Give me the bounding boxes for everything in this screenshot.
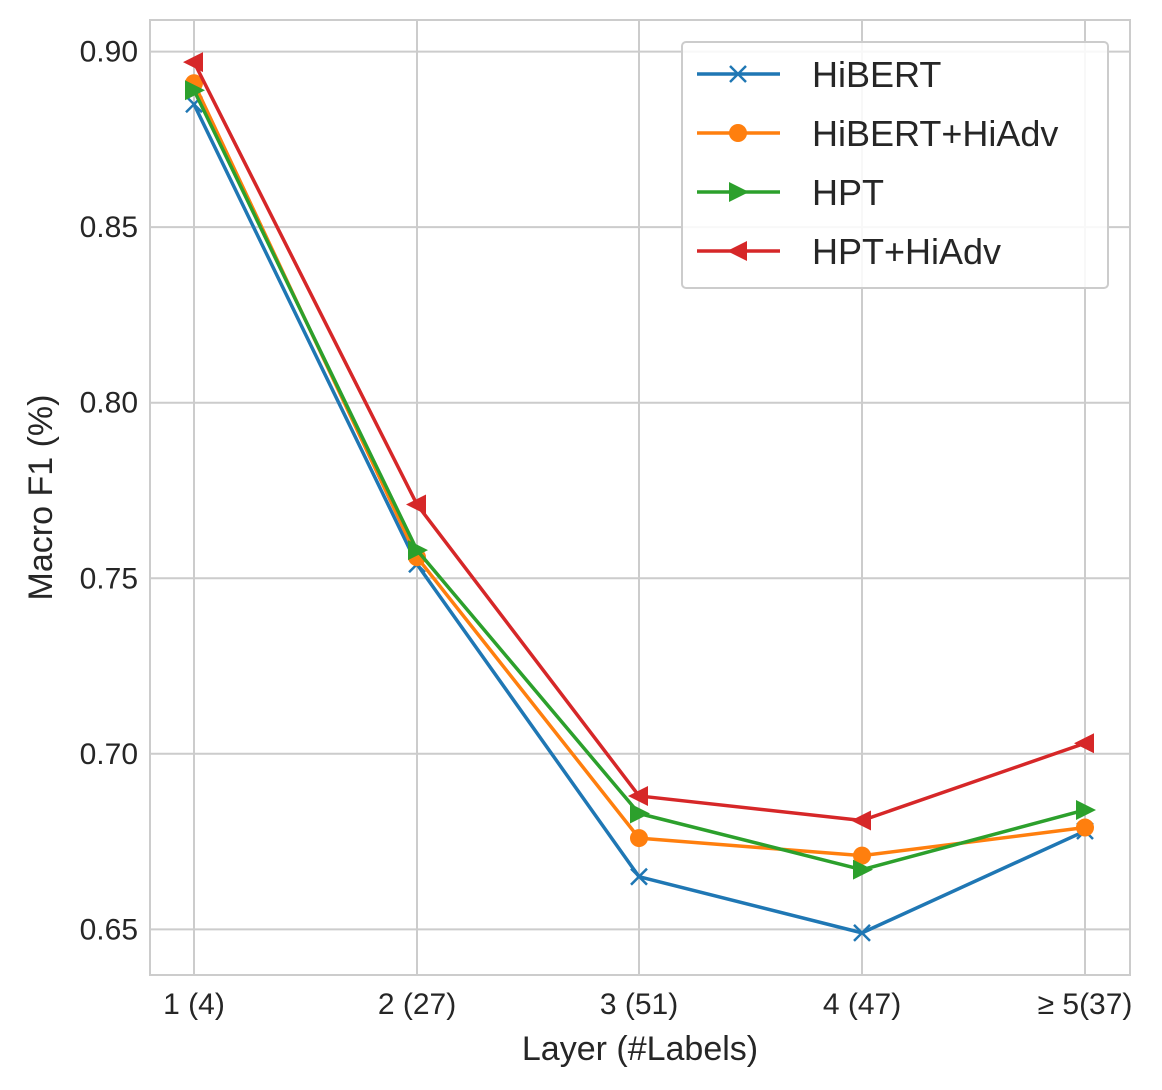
series-hpt (185, 80, 1096, 880)
y-tick-labels: 0.65 0.70 0.75 0.80 0.85 0.90 (80, 36, 138, 947)
data-point-x-marker (729, 65, 747, 83)
data-point-triangle-marker (628, 785, 648, 806)
data-point-triangle-marker (1076, 799, 1096, 820)
legend-item: HiBERT (697, 54, 941, 95)
x-tick-label: 4 (47) (823, 988, 901, 1021)
legend-label: HPT+HiAdv (812, 231, 1001, 272)
data-point-triangle-marker (406, 494, 426, 515)
x-tick-label: 3 (51) (600, 988, 678, 1021)
x-tick-label: ≥ 5(37) (1038, 988, 1133, 1021)
data-point-triangle-marker (185, 80, 205, 101)
data-point-triangle-marker (408, 540, 428, 561)
data-point-circle-marker (853, 846, 871, 865)
plot-frame (149, 19, 1131, 976)
data-point-triangle-marker (729, 182, 749, 202)
series-hpt-hiadv (183, 52, 1094, 831)
x-tick-labels: 1 (4) 2 (27) 3 (51) 4 (47) ≥ 5(37) (163, 988, 1132, 1021)
data-point-x-marker (853, 923, 871, 942)
data-point-circle-marker (729, 124, 747, 142)
data-point-circle-marker (1076, 818, 1094, 837)
legend-label: HiBERT+HiAdv (812, 113, 1058, 154)
legend-item: HiBERT+HiAdv (697, 113, 1058, 154)
legend-item: HPT+HiAdv (697, 231, 1001, 272)
series-group (183, 52, 1096, 942)
x-axis-label: Layer (#Labels) (522, 1030, 758, 1068)
x-tick-label: 2 (27) (378, 988, 456, 1021)
legend-item: HPT (697, 172, 884, 213)
legend-label: HPT (812, 172, 884, 213)
y-tick-label: 0.85 (80, 211, 138, 244)
data-point-triangle-marker (630, 803, 650, 824)
y-tick-label: 0.90 (80, 36, 138, 69)
x-tick-label: 1 (4) (163, 988, 225, 1021)
data-point-triangle-marker (1074, 733, 1094, 754)
legend: HiBERT HiBERT+HiAdv HPT HPT+HiAdv (681, 41, 1109, 289)
y-axis-label: Macro F1 (%) (22, 395, 60, 601)
y-tick-label: 0.65 (80, 913, 138, 946)
data-point-triangle-marker (727, 241, 747, 261)
legend-box (681, 41, 1109, 289)
y-tick-label: 0.80 (80, 387, 138, 420)
data-point-circle-marker (630, 829, 648, 848)
legend-label: HiBERT (812, 54, 941, 95)
data-point-x-marker (630, 867, 648, 886)
data-point-triangle-marker (183, 52, 203, 73)
data-point-triangle-marker (851, 810, 871, 831)
data-point-triangle-marker (853, 859, 873, 880)
y-tick-label: 0.70 (80, 738, 138, 771)
y-tick-label: 0.75 (80, 562, 138, 595)
